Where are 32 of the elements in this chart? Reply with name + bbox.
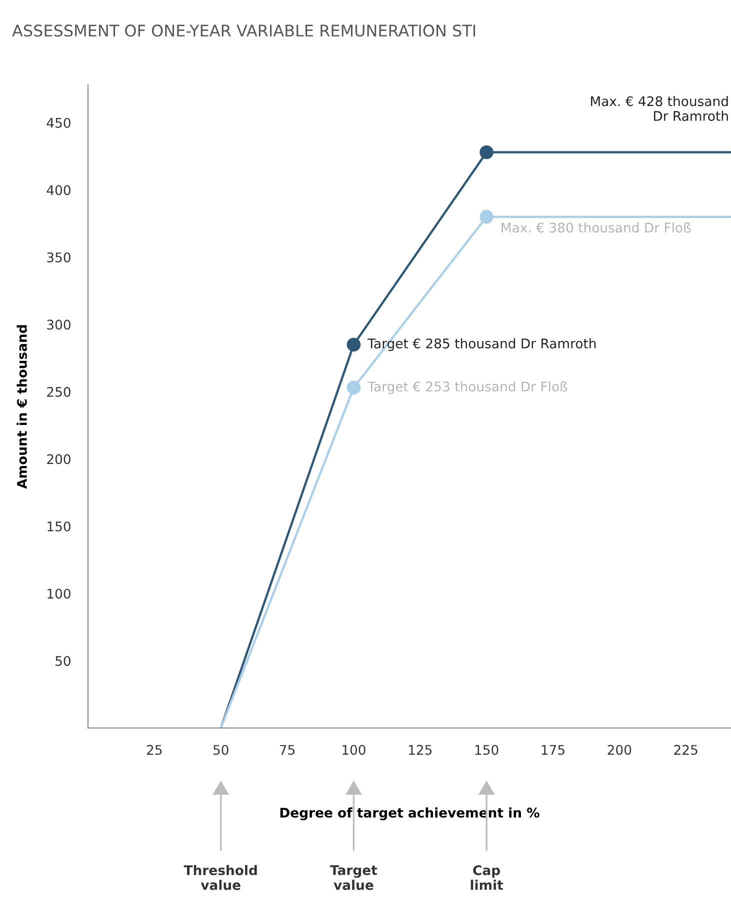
annotation: Threshold value: [184, 865, 257, 890]
annotation: Target € 253 thousand Dr Floß: [368, 381, 568, 394]
x-tick-label: 25: [147, 744, 162, 755]
x-tick-label: 50: [213, 744, 228, 755]
y-tick-label: 50: [56, 656, 70, 666]
point: [480, 210, 494, 224]
y-tick-label: 100: [48, 588, 70, 599]
x-tick-label: 75: [280, 745, 295, 755]
annotation: Target value: [330, 865, 378, 890]
y-tick-label: 400: [46, 185, 70, 196]
point: [480, 145, 494, 160]
x-tick-label: 150: [475, 744, 498, 755]
y-tick-label: 300: [47, 320, 70, 330]
annotation: Cap limit: [470, 865, 504, 890]
chart-title: ASSESSMENT OF ONE-YEAR VARIABLE REMUNERATION STI: [12, 24, 476, 37]
y-tick-label: 250: [47, 386, 70, 397]
y-tick-label: 450: [46, 118, 70, 128]
annotation: Max. € 428 thousand Dr Ramroth: [590, 96, 728, 121]
x-tick-label: 225: [674, 744, 698, 755]
x-axis-title: Degree of target achievement in %: [280, 807, 540, 820]
x-tick-label: 200: [608, 744, 632, 755]
y-tick-label: 150: [48, 521, 70, 532]
x-tick-label: 100: [342, 744, 366, 755]
x-tick-label: 175: [542, 745, 564, 755]
x-tick-label: 125: [408, 744, 432, 755]
y-tick-label: 350: [47, 252, 70, 262]
annotation: Target € 285 thousand Dr Ramroth: [368, 338, 596, 352]
y-axis-title: Amount in € thousand: [16, 325, 27, 489]
annotation: Max. € 380 thousand Dr Floß: [502, 222, 691, 233]
y-tick-label: 200: [47, 454, 70, 464]
point: [346, 380, 361, 395]
point: [346, 338, 361, 352]
